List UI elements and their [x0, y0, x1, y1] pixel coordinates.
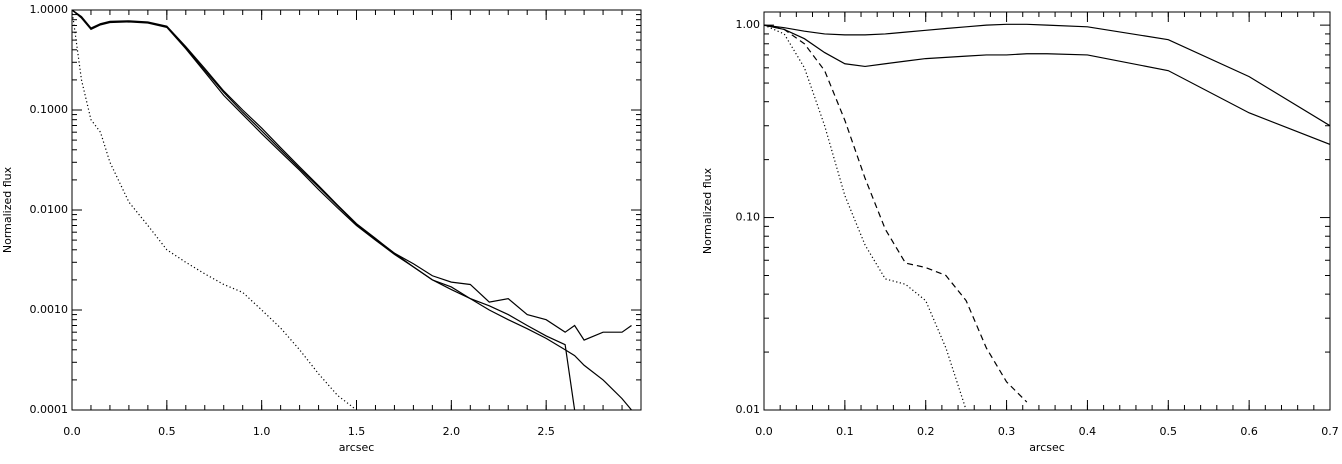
y-tick-label: 0.1000	[30, 103, 69, 116]
y-tick-label: 0.10	[736, 211, 761, 224]
data-line	[764, 24, 1028, 403]
y-tick-label: 1.00	[736, 18, 761, 31]
x-tick-label: 1.0	[253, 425, 271, 438]
x-tick-label: 2.0	[443, 425, 461, 438]
y-tick-label: 1.0000	[30, 3, 69, 16]
x-axis-label: arcsec	[339, 441, 375, 454]
data-line	[72, 9, 632, 341]
x-tick-label: 0.2	[917, 425, 935, 438]
y-axis-label: Normalized flux	[1, 166, 14, 253]
x-tick-label: 0.1	[836, 425, 854, 438]
x-tick-label: 0.4	[1079, 425, 1097, 438]
y-tick-label: 0.01	[736, 403, 761, 416]
data-line	[72, 9, 632, 411]
data-line	[764, 24, 1330, 145]
x-tick-label: 0.0	[755, 425, 773, 438]
data-line	[764, 23, 1330, 127]
x-axis-label: arcsec	[1029, 441, 1065, 454]
panel: 1.0000 0.1000 0.0100 0.0010 0.0001 0.0 0.5 1.0 1…	[1, 3, 642, 454]
x-tick-label: 0.5	[158, 425, 176, 438]
x-tick-label: 0.3	[998, 425, 1016, 438]
data-line	[72, 9, 576, 411]
x-tick-label: 0.0	[63, 425, 81, 438]
x-tick-label: 1.5	[348, 425, 366, 438]
x-tick-label: 0.7	[1321, 425, 1339, 438]
plot-frame	[71, 9, 642, 411]
panel: 1.00 0.10 0.01 0.0 0.1 0.2 0.3 0.4 0.5 0.6 0.7 arcs…	[701, 11, 1339, 454]
data-line	[72, 9, 357, 411]
plot-frame	[763, 11, 1331, 411]
y-tick-label: 0.0100	[30, 203, 69, 216]
x-tick-label: 0.5	[1160, 425, 1178, 438]
data-line	[764, 24, 967, 411]
y-axis-label: Normalized flux	[701, 167, 714, 254]
y-tick-label: 0.0001	[30, 403, 69, 416]
x-tick-label: 0.6	[1240, 425, 1258, 438]
y-tick-label: 0.0010	[30, 303, 69, 316]
x-tick-label: 2.5	[537, 425, 555, 438]
